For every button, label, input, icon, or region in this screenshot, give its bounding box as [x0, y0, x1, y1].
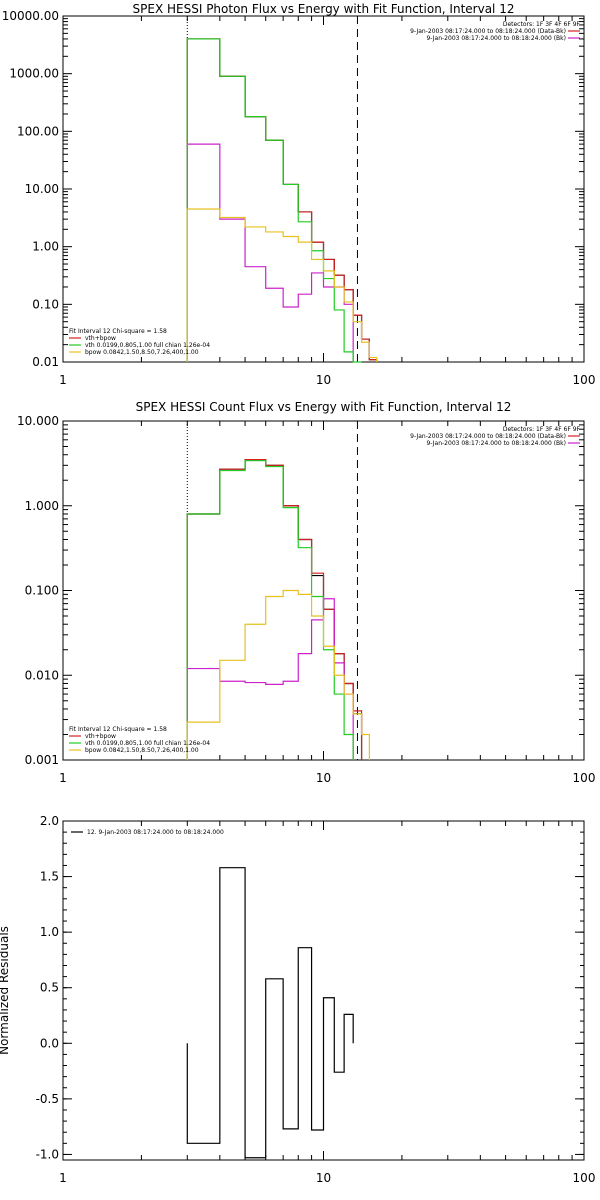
x-tick-label: 10 [316, 1171, 331, 1185]
chart-panel-1: SPEX HESSI Photon Flux vs Energy with Fi… [2, 2, 596, 387]
series-residuals-line [186, 867, 354, 1159]
series-bk-line [186, 598, 354, 760]
chart-panel-3: 1 10 100 -1.0 -0.5 0.0 0.5 1.0 1.5 2.0 Normalized … [0, 814, 595, 1185]
chart-title: SPEX HESSI Photon Flux vs Energy with Fi… [133, 2, 515, 16]
x-tick-label: 100 [573, 771, 596, 785]
chart-panel-2: SPEX HESSI Count Flux vs Energy with Fit… [17, 400, 595, 785]
x-tick-label: 1 [59, 373, 67, 387]
series-data-bk-line [186, 459, 363, 760]
legend-entry-text: bpow 0.0842,1.50,8.50,7.26,400,1.00 [85, 349, 199, 356]
series-bk [186, 143, 354, 362]
x-tick-label: 10 [316, 373, 331, 387]
y-tick-label: 100.00 [17, 124, 59, 138]
x-tick-label: 10 [316, 771, 331, 785]
y-tick-label: 10000.00 [2, 9, 59, 23]
series-data-bk [186, 459, 363, 760]
legend-entry-text: 12. 9-Jan-2003 08:17:24.000 to 08:18:24.… [87, 829, 224, 836]
series-data-bk [186, 38, 378, 362]
y-tick-label: 1.00 [32, 240, 59, 254]
series-data [186, 38, 378, 362]
y-tick-label: 0.001 [25, 753, 59, 767]
y-tick-label: -0.5 [36, 1092, 59, 1106]
series-data-bk-line [186, 38, 378, 362]
series-data [186, 459, 363, 760]
y-tick-label: 10.000 [17, 414, 59, 428]
series-bpow [186, 208, 378, 362]
y-tick-label: 0.100 [25, 584, 59, 598]
x-tick-label: 1 [59, 1171, 67, 1185]
legend-top: 12. 9-Jan-2003 08:17:24.000 to 08:18:24.… [71, 829, 224, 836]
series-bpow-line [186, 208, 378, 362]
legend-entry-text: vth+bpow [85, 733, 116, 740]
legend-entry-text: vth+bpow [85, 335, 116, 342]
series-bk [186, 598, 354, 760]
x-tick-label: 1 [59, 771, 67, 785]
y-tick-label: 1.5 [40, 870, 59, 884]
y-tick-label: 1.0 [40, 925, 59, 939]
legend-top: Detectors: 1F 3F 4F 6F 9F9-Jan-2003 08:1… [410, 21, 580, 42]
legend-entry-text: bpow 0.0842,1.50,8.50,7.26,400,1.00 [85, 747, 199, 754]
plot-frame [62, 15, 585, 363]
y-tick-label: 1000.00 [9, 67, 59, 81]
series-data-line [186, 459, 363, 760]
series-vth [186, 460, 354, 760]
y-tick-label: 0.010 [25, 668, 59, 682]
y-tick-label: 10.00 [25, 182, 59, 196]
y-axis-label: Normalized Residuals [0, 926, 11, 1055]
legend-header: Fit Interval 12 Chi-square = 1.58 [69, 328, 167, 335]
y-tick-label: 0.0 [40, 1036, 59, 1050]
series-vth-line [186, 38, 362, 363]
series-bpow [186, 589, 370, 760]
legend-entry-text: 9-Jan-2003 08:17:24.000 to 08:18:24.000 … [426, 440, 566, 447]
series-bk-line [186, 143, 354, 362]
legend-header: Fit Interval 12 Chi-square = 1.58 [69, 726, 167, 733]
y-tick-label: 0.5 [40, 981, 59, 995]
x-tick-label: 100 [573, 1171, 596, 1185]
legend-entry-text: 9-Jan-2003 08:17:24.000 to 08:18:24.000 … [410, 433, 566, 440]
legend-bottom: Fit Interval 12 Chi-square = 1.58vth+bpo… [69, 726, 210, 754]
legend-bottom: Fit Interval 12 Chi-square = 1.58vth+bpo… [69, 328, 210, 356]
y-tick-label: 2.0 [40, 814, 59, 828]
series-vth [186, 38, 362, 363]
x-tick-label: 100 [573, 373, 596, 387]
legend-top: Detectors: 1F 3F 4F 6F 9F9-Jan-2003 08:1… [410, 426, 580, 447]
legend-entry-text: 9-Jan-2003 08:17:24.000 to 08:18:24.000 … [410, 28, 566, 35]
y-tick-label: 0.10 [32, 297, 59, 311]
legend-header: Detectors: 1F 3F 4F 6F 9F [503, 21, 581, 28]
legend-entry-text: 9-Jan-2003 08:17:24.000 to 08:18:24.000 … [426, 35, 566, 42]
series-vth-line [186, 460, 354, 760]
legend-entry-text: vth 0.0199,0.805,1.00 full chian 1.26e-0… [85, 740, 210, 747]
legend-entry-text: vth 0.0199,0.805,1.00 full chian 1.26e-0… [85, 342, 210, 349]
legend-header: Detectors: 1F 3F 4F 6F 9F [503, 426, 581, 433]
series-data-line [186, 38, 378, 362]
y-tick-label: 0.01 [32, 355, 59, 369]
y-tick-label: 1.000 [25, 499, 59, 513]
series-bpow-line [186, 589, 370, 760]
chart-title: SPEX HESSI Count Flux vs Energy with Fit… [136, 400, 512, 414]
series-residuals [186, 867, 354, 1159]
y-tick-label: -1.0 [36, 1147, 59, 1161]
